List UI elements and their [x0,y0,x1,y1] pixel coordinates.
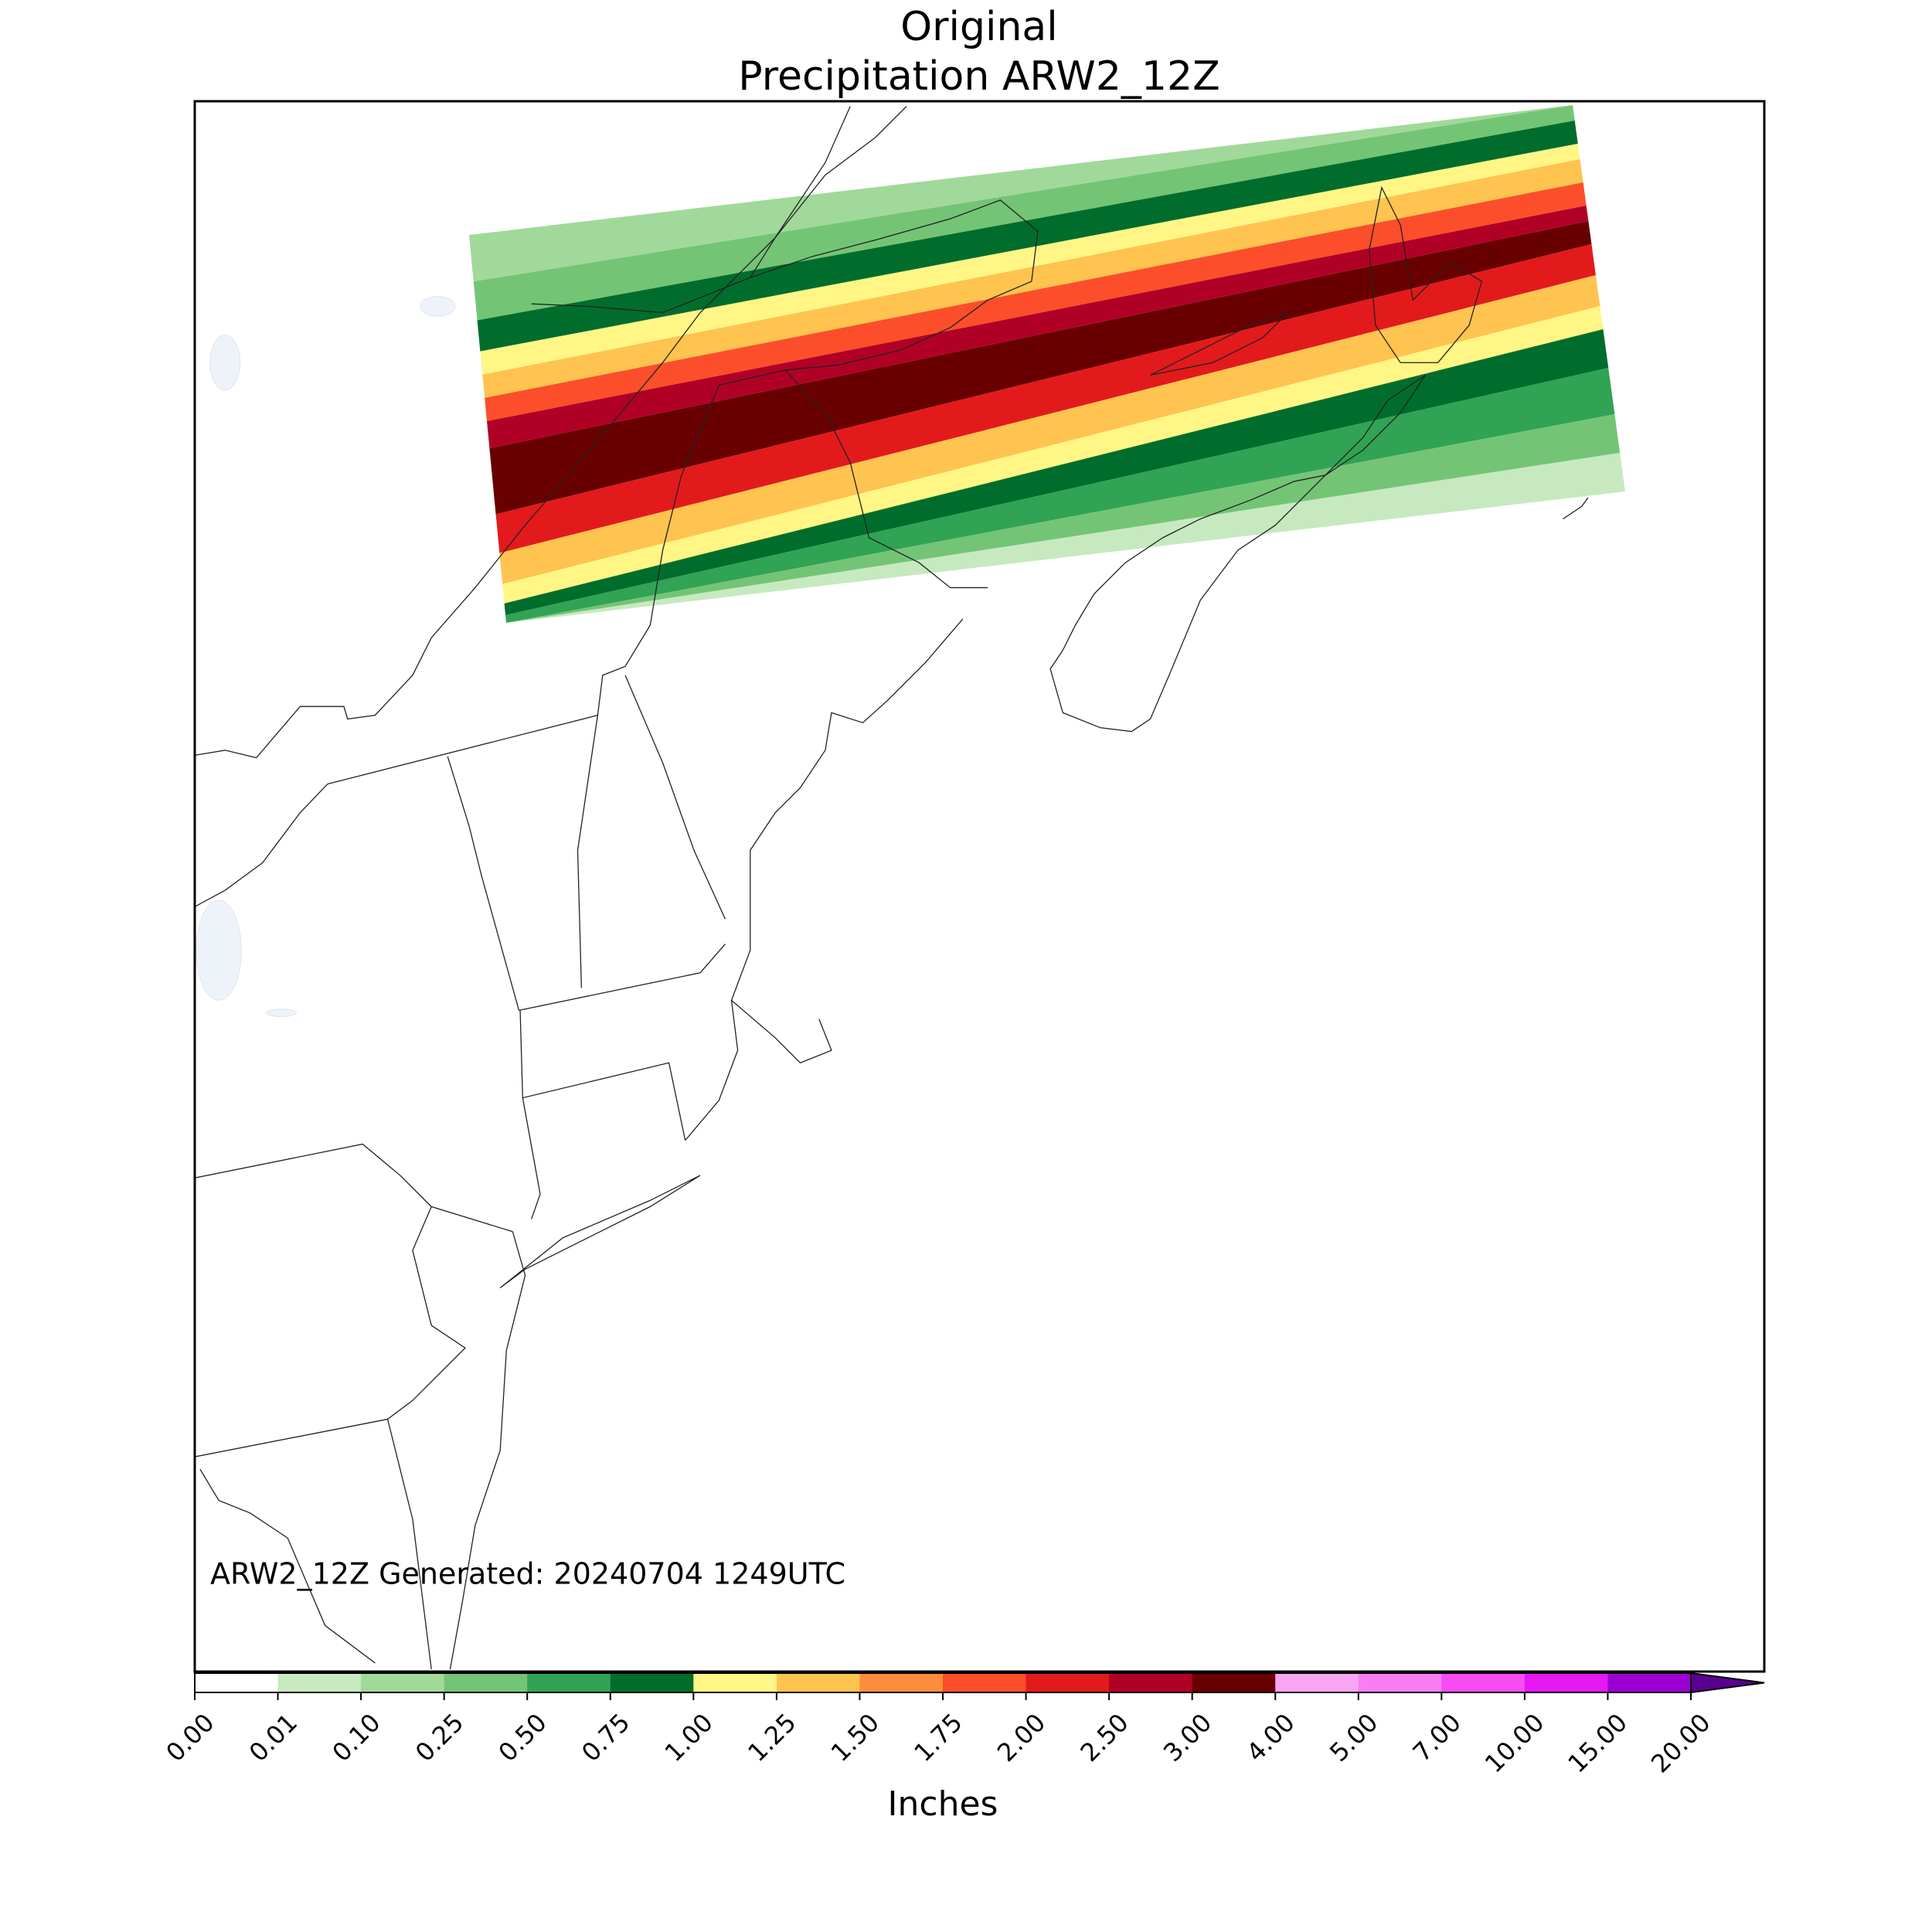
colorbar-tick-label: 5.00 [1324,1708,1383,1767]
precip-band [506,453,1625,623]
colorbar-tick-label: 10.00 [1479,1708,1550,1779]
geography [195,107,1587,1670]
colorbar: 0.00 0.01 0.10 0.25 0.50 0.75 1.00 1.25 1.50 1.75… [160,1672,1765,1779]
colorbar-tick-label: 0.01 [243,1708,303,1767]
colorbar-segment [610,1673,694,1692]
colorbar-tick-label: 0.50 [493,1708,553,1767]
colorbar-segment [776,1673,860,1692]
axes-frame [193,100,1766,1673]
precip-band [489,221,1592,515]
colorbar-extension [1690,1672,1765,1694]
colorbar-tick-label: 1.75 [908,1708,968,1767]
colorbar-tick-label: 3.00 [1158,1708,1217,1767]
colorbar-tick-label: 0.75 [576,1708,635,1767]
colorbar-tick-label: 7.00 [1407,1708,1467,1767]
colorbar-tick-label: 0.10 [326,1708,386,1767]
colorbar-tick-label: 4.00 [1241,1708,1301,1767]
colorbar-segment [1026,1673,1110,1692]
colorbar-tick-label: 1.25 [742,1708,801,1767]
colorbar-tick-label: 20.00 [1645,1708,1716,1779]
colorbar-tick-label: 2.00 [992,1708,1051,1767]
colorbar-segment [1358,1673,1442,1692]
colorbar-segment [1607,1673,1692,1692]
colorbar-segment [1192,1673,1276,1692]
precip-band [505,368,1615,623]
map [195,105,1625,1669]
colorbar-tick-label: 2.50 [1074,1708,1134,1767]
precip-band [495,244,1596,553]
precip-band [469,105,1573,282]
colorbar-tick-label: 1.00 [659,1708,719,1767]
precip-band [485,182,1587,421]
title-line: Original [900,4,1057,50]
colorbar-tick-label: 0.00 [160,1708,219,1767]
colorbar-tick-label: 1.50 [825,1708,885,1767]
precip-band [480,144,1580,375]
colorbar-segment [527,1673,611,1692]
colorbar-segment [943,1673,1027,1692]
colorbar-segment [1109,1673,1193,1692]
colorbar-segment [693,1673,777,1692]
colorbar-segment [444,1673,528,1692]
precip-band [477,121,1578,352]
colorbar-segment [1441,1673,1526,1692]
colorbar-segment [361,1673,445,1692]
annotation: ARW2_12Z Generated: 20240704 1249UTC [210,1557,845,1591]
colorbar-segment [1524,1673,1608,1692]
precip-field [469,105,1625,623]
colorbar-segment [1275,1673,1359,1692]
title-line: Precipitation ARW2_12Z [738,53,1219,100]
colorbar-tick-label: 0.25 [410,1708,469,1767]
precip-band [487,206,1589,449]
precip-band [482,159,1583,398]
precip-band [504,329,1609,615]
precip-band [506,414,1621,623]
colorbar-label: Inches [888,1784,998,1824]
colorbar-segment [277,1673,362,1692]
colorbar-segment [859,1673,944,1692]
colorbar-segment [195,1673,279,1692]
precip-band [499,275,1600,584]
precip-band [473,105,1575,321]
colorbar-tick-label: 15.00 [1562,1708,1633,1779]
precip-band [502,306,1604,604]
